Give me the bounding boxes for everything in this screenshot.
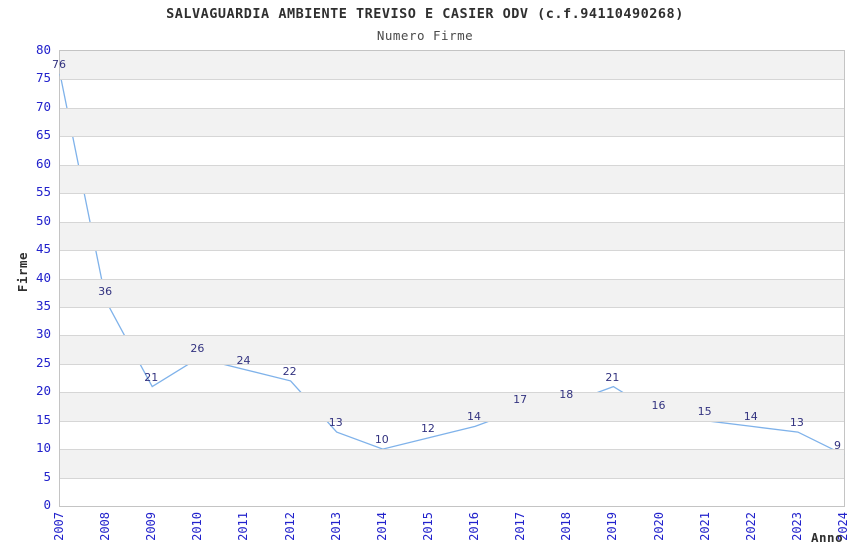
plot-band	[60, 221, 844, 251]
data-point-label: 15	[697, 404, 712, 418]
gridline	[60, 363, 844, 365]
x-tick-label: 2013	[328, 512, 343, 541]
data-point-label: 18	[559, 387, 574, 401]
x-tick-label: 2010	[190, 512, 205, 541]
x-tick-label: 2018	[559, 512, 574, 541]
gridline	[60, 107, 844, 109]
data-point-label: 14	[467, 410, 482, 424]
data-point-label: 17	[513, 393, 528, 407]
gridline	[60, 449, 844, 451]
data-point-label: 16	[651, 399, 666, 412]
chart-subtitle: Numero Firme	[376, 28, 474, 43]
y-tick-label: 80	[35, 42, 51, 57]
y-tick-label: 5	[43, 468, 51, 484]
gridline	[60, 221, 844, 223]
x-tick-label: 2011	[236, 512, 251, 541]
gridline	[60, 306, 844, 308]
x-tick-label: 2014	[374, 512, 389, 541]
y-tick-label: 10	[35, 440, 51, 456]
y-tick-label: 50	[35, 212, 51, 228]
data-point-label: 22	[282, 364, 297, 378]
x-tick-label: 2015	[420, 512, 435, 541]
y-tick-label: 75	[35, 70, 51, 86]
x-tick-label: 2020	[651, 512, 666, 541]
data-point-label: 21	[605, 370, 620, 384]
chart-title: SALVAGUARDIA AMBIENTE TREVISO E CASIER O…	[166, 6, 684, 22]
plot-band	[60, 335, 844, 364]
data-point-label: 14	[743, 410, 758, 424]
plot-area	[59, 50, 845, 507]
x-tick-label: 2007	[52, 512, 66, 541]
y-tick-label: 40	[35, 269, 51, 285]
x-tick-label: 2019	[605, 512, 620, 541]
data-point-label: 36	[98, 285, 113, 299]
y-tick-label: 30	[35, 326, 51, 342]
plot-band	[60, 51, 844, 80]
data-point-label: 13	[789, 416, 804, 430]
gridline	[60, 335, 844, 337]
y-tick-label: 25	[35, 354, 51, 370]
x-tick-label: 2023	[789, 512, 804, 541]
gridline	[60, 278, 844, 280]
plot-band	[60, 107, 844, 137]
gridline	[60, 250, 844, 252]
gridline	[60, 392, 844, 394]
gridline	[60, 193, 844, 195]
data-point-label: 10	[374, 433, 389, 447]
y-tick-label: 70	[35, 98, 51, 114]
plot-band	[60, 449, 844, 478]
y-tick-label: 60	[35, 155, 51, 171]
gridline	[60, 164, 844, 166]
x-tick-label: 2008	[98, 512, 113, 541]
data-point-label: 13	[328, 416, 343, 430]
gridline	[60, 79, 844, 81]
y-tick-label: 55	[35, 184, 51, 200]
data-point-label: 76	[52, 57, 66, 71]
gridline	[60, 477, 844, 479]
plot-band	[60, 164, 844, 194]
y-tick-label: 20	[35, 383, 51, 399]
data-point-label: 24	[236, 353, 251, 367]
y-tick-label: 45	[35, 241, 51, 257]
x-tick-label: 2009	[144, 512, 159, 541]
data-point-label: 26	[190, 342, 205, 356]
data-point-label: 12	[420, 421, 435, 435]
x-tick-label: 2016	[467, 512, 482, 541]
y-tick-label: 65	[35, 127, 51, 143]
plot-band	[60, 392, 844, 421]
gridline	[60, 136, 844, 138]
x-tick-label: 2017	[513, 512, 528, 541]
data-point-label: 9	[834, 438, 841, 452]
x-tick-label: 2022	[743, 512, 758, 541]
plot-band	[60, 278, 844, 307]
y-tick-label: 15	[35, 411, 51, 427]
x-tick-label: 2021	[697, 512, 712, 541]
gridline	[60, 420, 844, 422]
data-point-label: 21	[144, 370, 159, 384]
x-tick-label: 2012	[282, 512, 297, 541]
y-tick-label: 0	[43, 497, 51, 512]
x-axis-title: Anno	[811, 530, 844, 545]
y-tick-label: 35	[35, 297, 51, 313]
